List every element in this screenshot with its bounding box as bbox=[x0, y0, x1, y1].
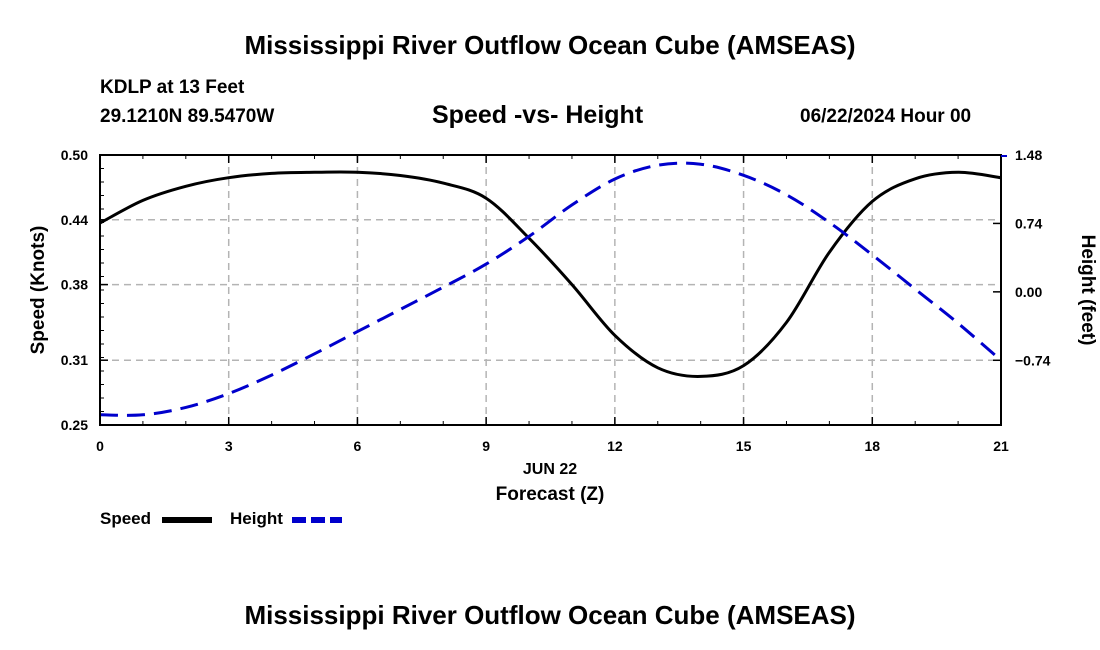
y2-tick-label: 0.00 bbox=[1015, 284, 1042, 300]
x-tick-label: 9 bbox=[482, 438, 490, 454]
grid-layer bbox=[100, 154, 1001, 425]
plot-frame bbox=[99, 154, 1002, 426]
x-axis-title: Forecast (Z) bbox=[496, 484, 605, 505]
footer-title: Mississippi River Outflow Ocean Cube (AM… bbox=[244, 600, 856, 630]
y2-tick-label: 0.74 bbox=[1015, 215, 1042, 231]
axes-layer: 0 3 6 9 12 15 18 21 0.25 0.31 0.38 0.44 0.50 1.48 0.74… bbox=[28, 147, 1098, 505]
x-axis-date-label: JUN 22 bbox=[523, 461, 577, 478]
x-tick-label: 6 bbox=[354, 438, 362, 454]
x-tick-label: 3 bbox=[225, 438, 233, 454]
y-tick-label: 0.50 bbox=[61, 147, 88, 163]
y-tick-label: 0.38 bbox=[61, 277, 88, 293]
y2-tick-label: 1.48 bbox=[1015, 147, 1042, 163]
x-tick-label: 0 bbox=[96, 438, 104, 454]
series-layer bbox=[99, 161, 1002, 417]
forecast-date: 06/22/2024 Hour 00 bbox=[800, 106, 972, 127]
y2-tick-label: −0.74 bbox=[1015, 352, 1051, 368]
y-tick-label: 0.31 bbox=[61, 352, 88, 368]
y-tick-label: 0.44 bbox=[61, 212, 88, 228]
chart-subtitle: Speed -vs- Height bbox=[432, 101, 644, 129]
series-line-height bbox=[99, 161, 1002, 417]
y2-axis-title: Height (feet) bbox=[1077, 235, 1098, 346]
legend-speed-label: Speed bbox=[100, 509, 152, 528]
x-tick-label: 18 bbox=[864, 438, 880, 454]
station-coordinates: 29.1210N 89.5470W bbox=[100, 106, 275, 127]
y-tick-label: 0.25 bbox=[61, 417, 88, 433]
x-tick-label: 15 bbox=[736, 438, 752, 454]
legend-height-label: Height bbox=[230, 509, 283, 528]
station-label: KDLP at 13 Feet bbox=[100, 77, 245, 98]
series-line-speed bbox=[99, 170, 1002, 378]
y-axis-title: Speed (Knots) bbox=[28, 226, 49, 355]
x-tick-label: 21 bbox=[993, 438, 1009, 454]
x-tick-label: 12 bbox=[607, 438, 623, 454]
main-title: Mississippi River Outflow Ocean Cube (AM… bbox=[244, 30, 856, 60]
